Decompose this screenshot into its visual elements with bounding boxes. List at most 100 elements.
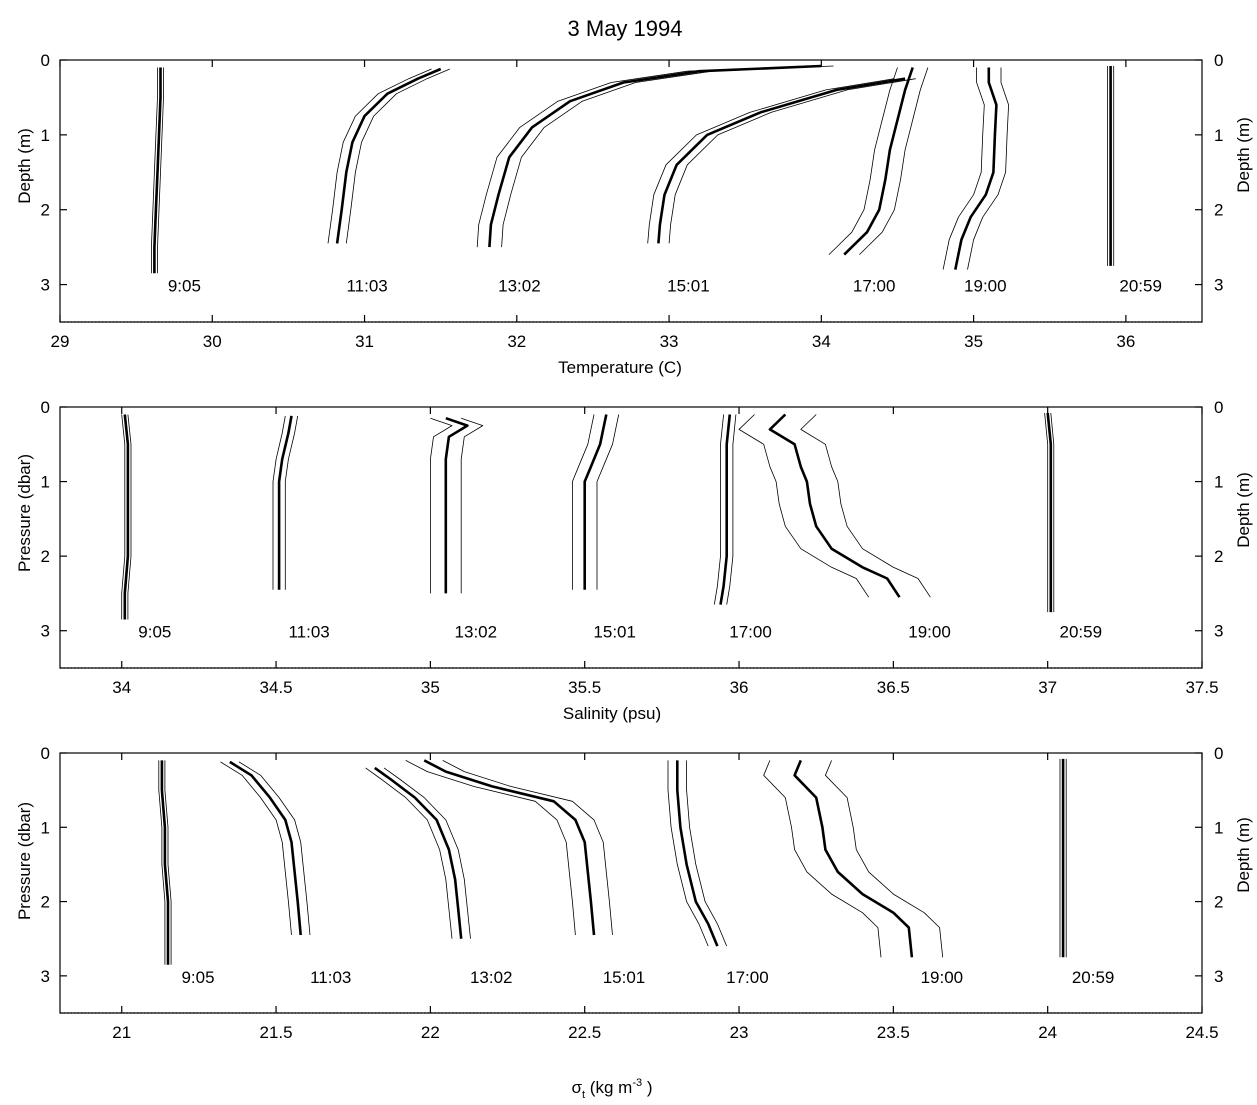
x-axis-label: σt (kg m-3 ) — [572, 1077, 653, 1101]
profile-envelope-low — [220, 761, 292, 936]
x-tick-label: 33 — [660, 332, 679, 351]
x-axis-label-unit: (kg m — [585, 1078, 632, 1097]
profile-1501: 15:01 — [572, 414, 636, 642]
profile-1900: 19:00 — [738, 413, 951, 642]
profile-line — [793, 759, 914, 958]
profiles: 9:05 11:03 13:02 15:01 17:00 19:00 20:59 — [150, 64, 1162, 296]
profile-envelope-high — [460, 417, 484, 594]
profile-time-label: 19:00 — [921, 968, 964, 987]
profile-envelope-high — [800, 414, 931, 598]
profile-line — [768, 413, 901, 598]
y-tick-label-right: 2 — [1214, 547, 1223, 566]
x-axis-label-unit-close: ) — [642, 1078, 652, 1097]
y-tick-label-left: 0 — [41, 51, 50, 70]
y-axis-label-right: Depth (m) — [1234, 817, 1253, 893]
y-tick-label-right: 2 — [1214, 201, 1223, 220]
x-tick-label: 35 — [964, 332, 983, 351]
profile-line — [123, 414, 130, 620]
y-axis-label-left: Pressure (dbar) — [15, 454, 34, 572]
profile-envelope-low — [405, 760, 576, 936]
x-tick-label: 36.5 — [877, 678, 910, 697]
x-tick-label: 24 — [1038, 1023, 1057, 1042]
profile-time-label: 11:03 — [346, 277, 387, 296]
profile-envelope-high — [668, 78, 916, 244]
profile-1103: 11:03 — [220, 760, 351, 987]
x-tick-label: 22 — [421, 1023, 440, 1042]
x-tick-label: 32 — [507, 332, 526, 351]
profile-line — [675, 760, 719, 947]
profile-line — [160, 760, 170, 965]
profile-envelope-low — [647, 78, 895, 244]
profile-time-label: 17:00 — [729, 623, 772, 642]
profile-envelope-low — [942, 67, 985, 270]
profile-1900: 19:00 — [942, 67, 1009, 296]
profile-2059: 20:59 — [1044, 412, 1102, 642]
profile-envelope-low — [158, 760, 166, 965]
x-tick-label: 34 — [812, 332, 831, 351]
profile-time-label: 9:05 — [138, 623, 171, 642]
profile-905: 9:05 — [121, 414, 171, 642]
profile-line — [583, 414, 608, 590]
profile-envelope-high — [501, 65, 834, 248]
profile-time-label: 15:01 — [603, 968, 646, 987]
profile-envelope-high — [825, 760, 944, 958]
x-axis-label: Temperature (C) — [558, 358, 682, 377]
profile-time-label: 20:59 — [1119, 277, 1162, 296]
y-tick-label-right: 1 — [1214, 126, 1223, 145]
profile-envelope-high — [596, 414, 620, 590]
y-tick-label-left: 2 — [41, 547, 50, 566]
profile-1700: 17:00 — [713, 414, 772, 642]
profile-time-label: 17:00 — [726, 968, 769, 987]
x-tick-label: 35.5 — [568, 678, 601, 697]
profile-envelope-low — [572, 414, 595, 590]
x-axis-label-subscript: t — [582, 1089, 585, 1101]
profile-1501: 15:01 — [405, 759, 646, 987]
profile-envelope-high — [157, 67, 164, 274]
profile-1700: 17:00 — [667, 760, 769, 987]
y-axis-label-left: Depth (m) — [15, 128, 34, 204]
profile-envelope-high — [442, 760, 613, 936]
profile-line — [277, 415, 293, 590]
profile-1501: 15:01 — [647, 77, 916, 296]
profiles: 9:05 11:03 13:02 15:01 17:00 19:00 20:59 — [121, 412, 1102, 642]
profile-line — [1046, 412, 1053, 613]
profile-envelope-low — [1044, 412, 1049, 613]
x-tick-label: 30 — [203, 332, 222, 351]
y-tick-label-left: 1 — [41, 473, 50, 492]
x-tick-label: 21 — [112, 1023, 131, 1042]
profile-time-label: 13:02 — [470, 968, 513, 987]
y-tick-label-left: 1 — [41, 126, 50, 145]
y-tick-label-right: 0 — [1214, 398, 1223, 417]
profile-2059: 20:59 — [1107, 66, 1162, 296]
y-tick-label-right: 3 — [1214, 967, 1223, 986]
profile-envelope-high — [383, 767, 471, 939]
y-tick-label-left: 1 — [41, 818, 50, 837]
x-axis-label-superscript: -3 — [632, 1077, 642, 1089]
profile-envelope-low — [365, 767, 453, 939]
profile-time-label: 9:05 — [181, 968, 214, 987]
profile-time-label: 15:01 — [593, 623, 636, 642]
profile-envelope-high — [967, 67, 1009, 270]
profile-envelope-low — [272, 415, 286, 590]
plot-frame — [59, 59, 1203, 323]
profile-time-label: 9:05 — [168, 277, 201, 296]
profile-905: 9:05 — [158, 760, 215, 987]
sigma-t-panel: 21 21.5 22 22.5 23 23.5 24 24.5 0 01 12 23 3 9:05 11… — [15, 744, 1253, 1101]
profile-time-label: 19:00 — [964, 277, 1007, 296]
profile-line — [954, 67, 998, 270]
profile-1103: 11:03 — [327, 67, 450, 296]
profile-time-label: 20:59 — [1059, 623, 1102, 642]
profile-envelope-high — [164, 760, 172, 965]
profile-time-label: 13:02 — [455, 623, 498, 642]
y-tick-label-right: 0 — [1214, 51, 1223, 70]
y-tick-label-left: 3 — [41, 276, 50, 295]
x-tick-label: 31 — [355, 332, 374, 351]
x-tick-label: 21.5 — [260, 1023, 293, 1042]
x-tick-label: 36 — [1116, 332, 1135, 351]
y-axis-label-left: Pressure (dbar) — [15, 802, 34, 920]
profile-2059: 20:59 — [1059, 758, 1114, 987]
profile-envelope-low — [121, 414, 126, 620]
profile-line — [229, 760, 302, 936]
profile-line — [153, 67, 162, 274]
